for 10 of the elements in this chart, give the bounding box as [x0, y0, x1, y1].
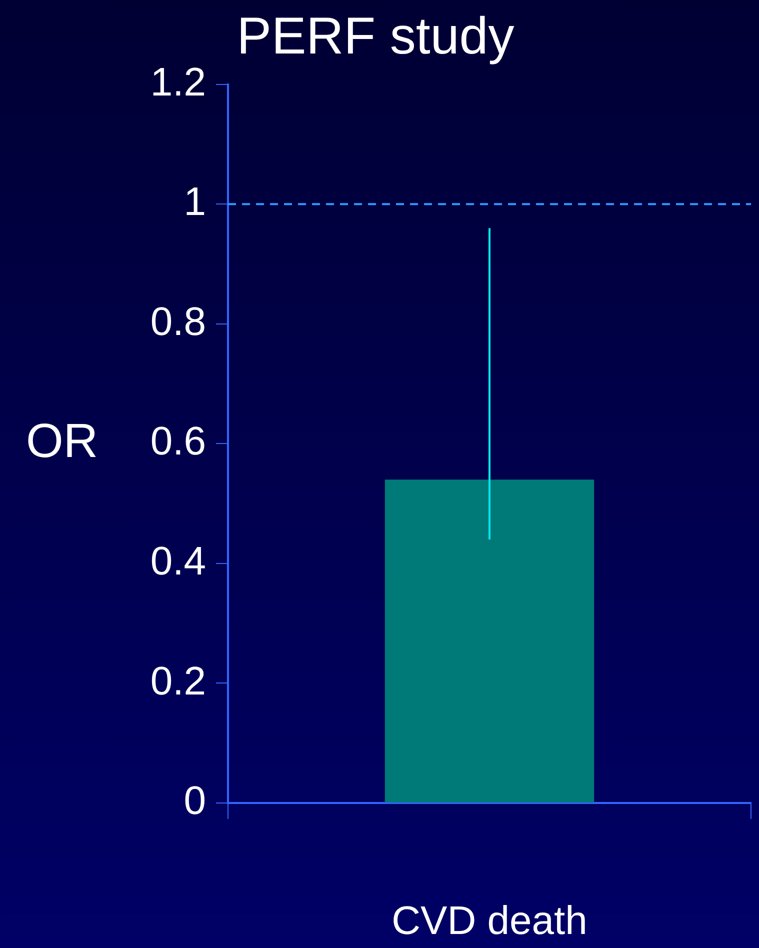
- y-tick-label: 1: [184, 180, 206, 224]
- y-tick-label: 0.4: [150, 540, 206, 584]
- y-tick-label: 0: [184, 779, 206, 824]
- y-tick-label: 1.2: [150, 60, 206, 104]
- y-axis-title: OR: [26, 414, 98, 468]
- y-tick-label: 0.8: [150, 300, 206, 344]
- y-tick-label: 0.2: [150, 659, 206, 704]
- x-tick-label: CVD death: [392, 899, 588, 944]
- y-tick-label: 0.6: [150, 420, 206, 464]
- chart-title: PERF study: [236, 8, 514, 66]
